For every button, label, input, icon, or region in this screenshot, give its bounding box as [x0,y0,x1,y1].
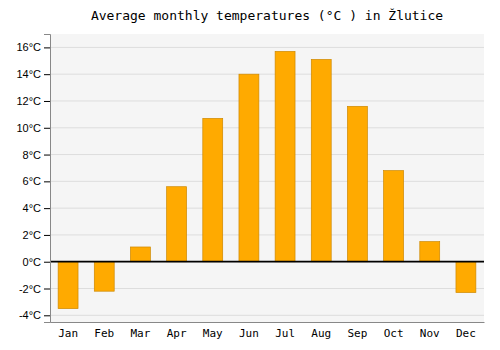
y-tick-mark [44,262,50,263]
x-tick: Dec [456,327,476,340]
y-tick-mark [44,181,50,182]
y-tick-label: 16°C [16,41,41,53]
x-tick: Feb [94,327,114,340]
x-tick-label: Mar [130,327,150,340]
y-tick-label: 2°C [23,229,42,241]
y-tick-label: 12°C [16,95,41,107]
y-tick-mark [44,155,50,156]
bar [311,59,331,261]
grid-line [50,127,484,128]
y-tick-mark [44,289,50,290]
bar [58,262,78,309]
x-tick: Jun [239,327,259,340]
grid-line [50,208,484,209]
bars [50,51,484,308]
title: Average monthly temperatures (°C ) in Žl… [91,8,443,23]
bar [94,262,114,291]
plot-background [50,34,484,322]
x-tick: Oct [384,327,404,340]
y-tick: 6°C [23,175,50,187]
y-tick-label: 4°C [23,202,42,214]
grid-line [50,315,484,316]
chart: -4°C -2°C 0°C 2°C 4°C 6°C 8°C 10°C 12°C 14°C 16°C J… [0,0,500,350]
grid [50,47,484,315]
y-tick-label: 0°C [23,256,42,268]
x-tick: Jul [275,327,295,340]
y-tick-label: -2°C [19,283,41,295]
y-axis: -4°C -2°C 0°C 2°C 4°C 6°C 8°C 10°C 12°C 14°C 16°C [16,35,50,323]
x-tick-label: Dec [456,327,476,340]
y-axis-line [44,35,51,323]
x-tick-label: Nov [420,327,440,340]
y-tick-label: 8°C [23,149,42,161]
x-tick-label: Jun [239,327,259,340]
y-tick: 2°C [23,229,50,241]
x-tick: Apr [167,327,187,340]
x-tick: Jan [58,327,78,340]
bar [167,187,187,262]
bar [203,118,223,261]
bar [275,51,295,261]
y-tick: -2°C [19,283,50,295]
y-tick-mark [44,47,50,48]
y-tick-label: 6°C [23,175,42,187]
x-tick: Aug [311,327,331,340]
x-tick-label: Jan [58,327,78,340]
y-tick-mark [44,74,50,75]
x-tick-label: Sep [347,327,367,340]
x-tick: Nov [420,327,440,340]
grid-line [50,181,484,182]
y-tick-mark [44,235,50,236]
grid-line [50,261,484,262]
grid-line [50,74,484,75]
bar [347,106,367,261]
x-axis: Jan Feb Mar Apr May Jun Jul Aug Sep Oct Nov Dec [51,323,485,340]
y-tick-mark [44,101,50,102]
y-tick: 16°C [16,41,50,53]
y-tick: 14°C [16,68,50,80]
y-tick: 12°C [16,95,50,107]
grid-line [50,154,484,155]
y-tick: 8°C [23,149,50,161]
x-tick: Sep [347,327,367,340]
grid-line [50,47,484,48]
y-tick: 0°C [23,256,50,268]
x-tick-label: May [203,327,223,340]
x-axis-line [51,322,485,323]
bar [420,242,440,262]
y-tick: 4°C [23,202,50,214]
x-tick-label: Feb [94,327,114,340]
x-tick: Mar [130,327,150,340]
y-tick-label: 10°C [16,122,41,134]
zero-line [50,261,484,263]
bar [239,74,259,262]
plot: -4°C -2°C 0°C 2°C 4°C 6°C 8°C 10°C 12°C 14°C 16°C J… [16,34,484,340]
y-tick-mark [44,128,50,129]
y-tick-mark [44,208,50,209]
bar [130,247,150,262]
y-tick-label: -4°C [19,309,41,321]
x-tick-label: Jul [275,327,295,340]
x-tick-label: Oct [384,327,404,340]
x-tick: May [203,327,223,340]
y-tick: -4°C [19,309,50,321]
bar [456,262,476,293]
x-tick-label: Apr [167,327,187,340]
y-tick-label: 14°C [16,68,41,80]
bar [384,171,404,262]
x-tick-label: Aug [311,327,331,340]
grid-line [50,100,484,101]
grid-line [50,288,484,289]
y-tick: 10°C [16,122,50,134]
y-tick-mark [44,315,50,316]
grid-line [50,234,484,235]
